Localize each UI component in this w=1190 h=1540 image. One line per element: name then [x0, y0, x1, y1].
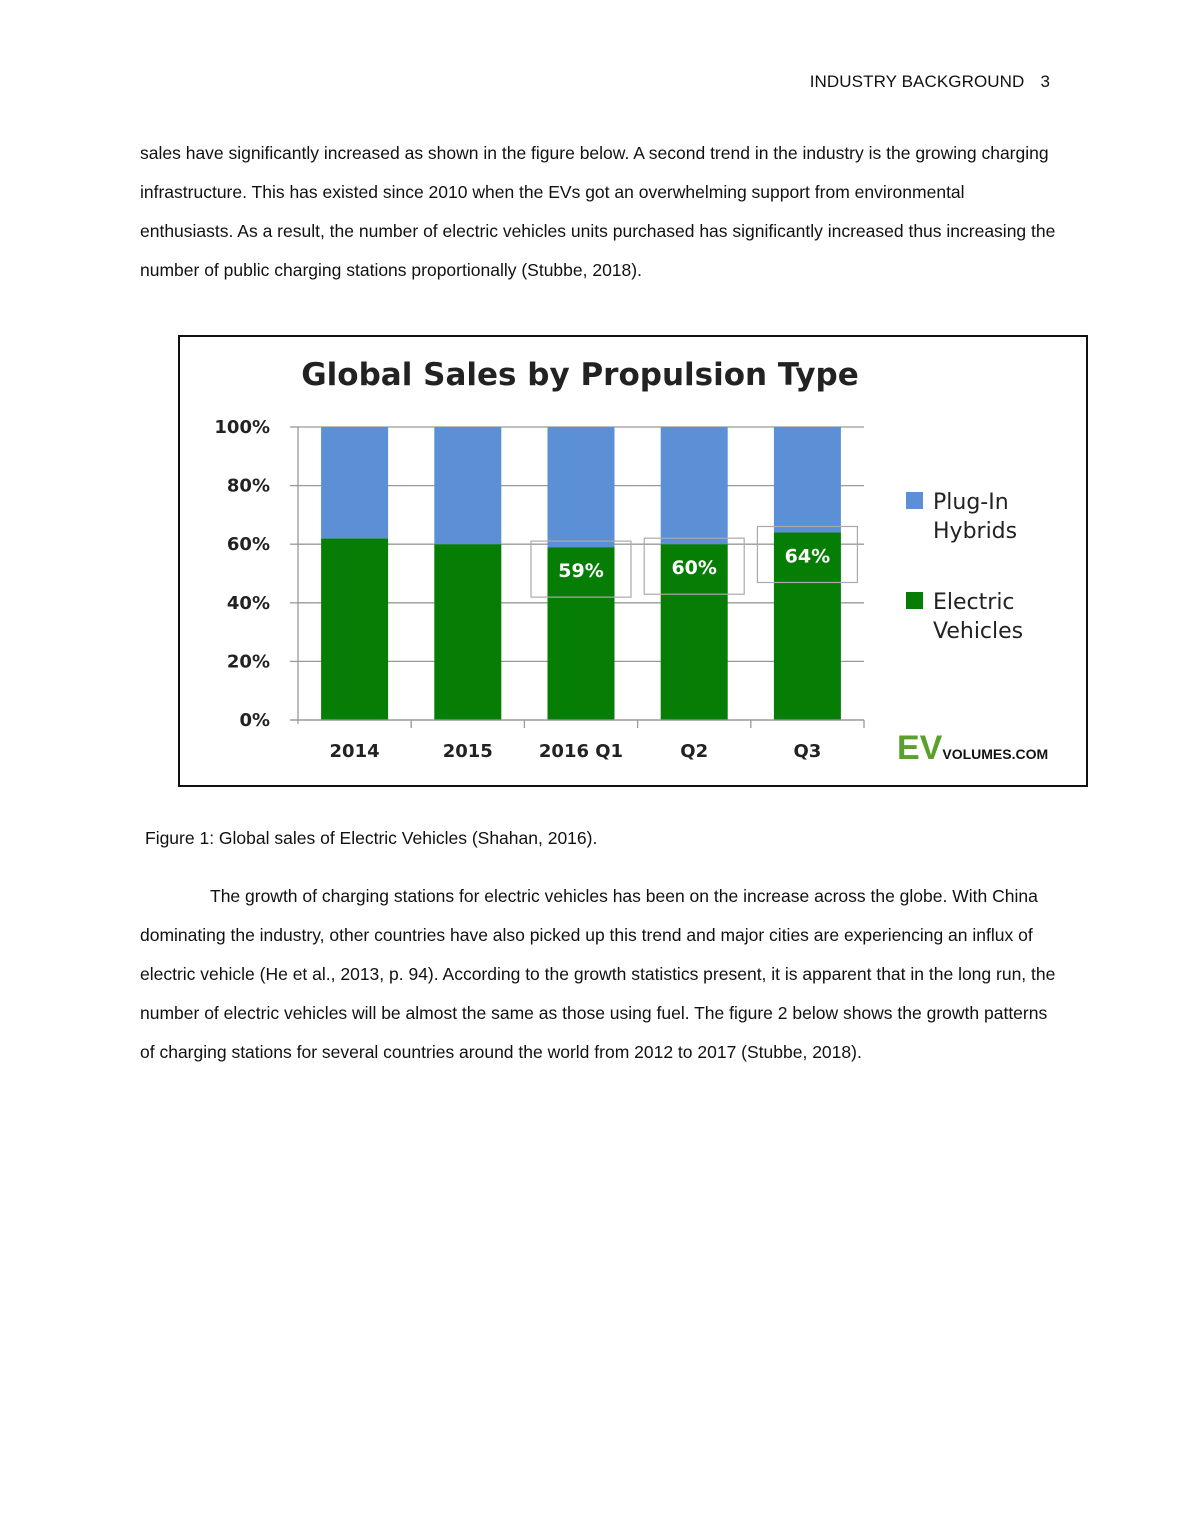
x-tick-label: 2015 [443, 741, 493, 762]
data-label-box [643, 537, 745, 595]
body-paragraph-2-text: The growth of charging stations for elec… [140, 886, 1056, 1062]
legend-label: Hybrids [933, 519, 1017, 544]
bar-plugin-2 [547, 427, 615, 548]
legend-label: Electric [933, 590, 1015, 615]
data-label-box [756, 525, 859, 584]
bar-plugin-0 [321, 427, 389, 539]
x-tick-label: Q3 [793, 741, 821, 762]
page-header: INDUSTRY BACKGROUND 3 [810, 72, 1050, 92]
y-tick-label: 100% [214, 417, 270, 438]
x-tick-label: 2016 Q1 [539, 741, 623, 762]
data-label: 59% [558, 560, 603, 582]
bar-plugin-4 [773, 427, 841, 533]
y-tick-label: 0% [239, 710, 270, 731]
running-head: INDUSTRY BACKGROUND [809, 72, 1025, 91]
data-label-box [530, 540, 632, 598]
y-tick-label: 60% [227, 534, 270, 555]
bar-electric-1 [434, 544, 502, 720]
figure-1: Global Sales by Propulsion Type 0% 20% 40% 6… [178, 335, 1088, 787]
page-number: 3 [1040, 72, 1050, 91]
body-paragraph-1: sales have significantly increased as sh… [140, 143, 1056, 280]
legend-swatch [906, 492, 923, 509]
bar-plugin-1 [434, 427, 502, 545]
x-tick-label: 2014 [330, 741, 380, 762]
y-tick-label: 80% [227, 476, 270, 497]
watermark-ev: EV [897, 729, 943, 767]
evvolumes-watermark: EVVOLUMES.COM [897, 729, 1048, 767]
bar-electric-4 [773, 532, 841, 720]
data-label: 60% [671, 557, 716, 579]
figure-caption: Figure 1: Global sales of Electric Vehic… [145, 828, 598, 848]
y-tick-label: 20% [227, 651, 270, 672]
body-paragraph-2: The growth of charging stations for elec… [140, 877, 1060, 1072]
legend-label: Vehicles [933, 619, 1023, 644]
legend-swatch [906, 592, 923, 609]
stacked-bar-chart: Global Sales by Propulsion Type 0% 20% 40% 6… [214, 357, 1048, 767]
data-label: 64% [785, 545, 830, 567]
y-tick-label: 40% [227, 593, 270, 614]
bar-electric-2 [547, 547, 615, 720]
bar-electric-3 [660, 544, 728, 720]
bar-plugin-3 [660, 427, 728, 545]
bar-electric-0 [321, 538, 389, 720]
legend-label: Plug-In [933, 490, 1009, 515]
x-tick-label: Q2 [680, 741, 708, 762]
watermark-rest: VOLUMES.COM [942, 746, 1048, 762]
chart-title: Global Sales by Propulsion Type [301, 357, 859, 393]
